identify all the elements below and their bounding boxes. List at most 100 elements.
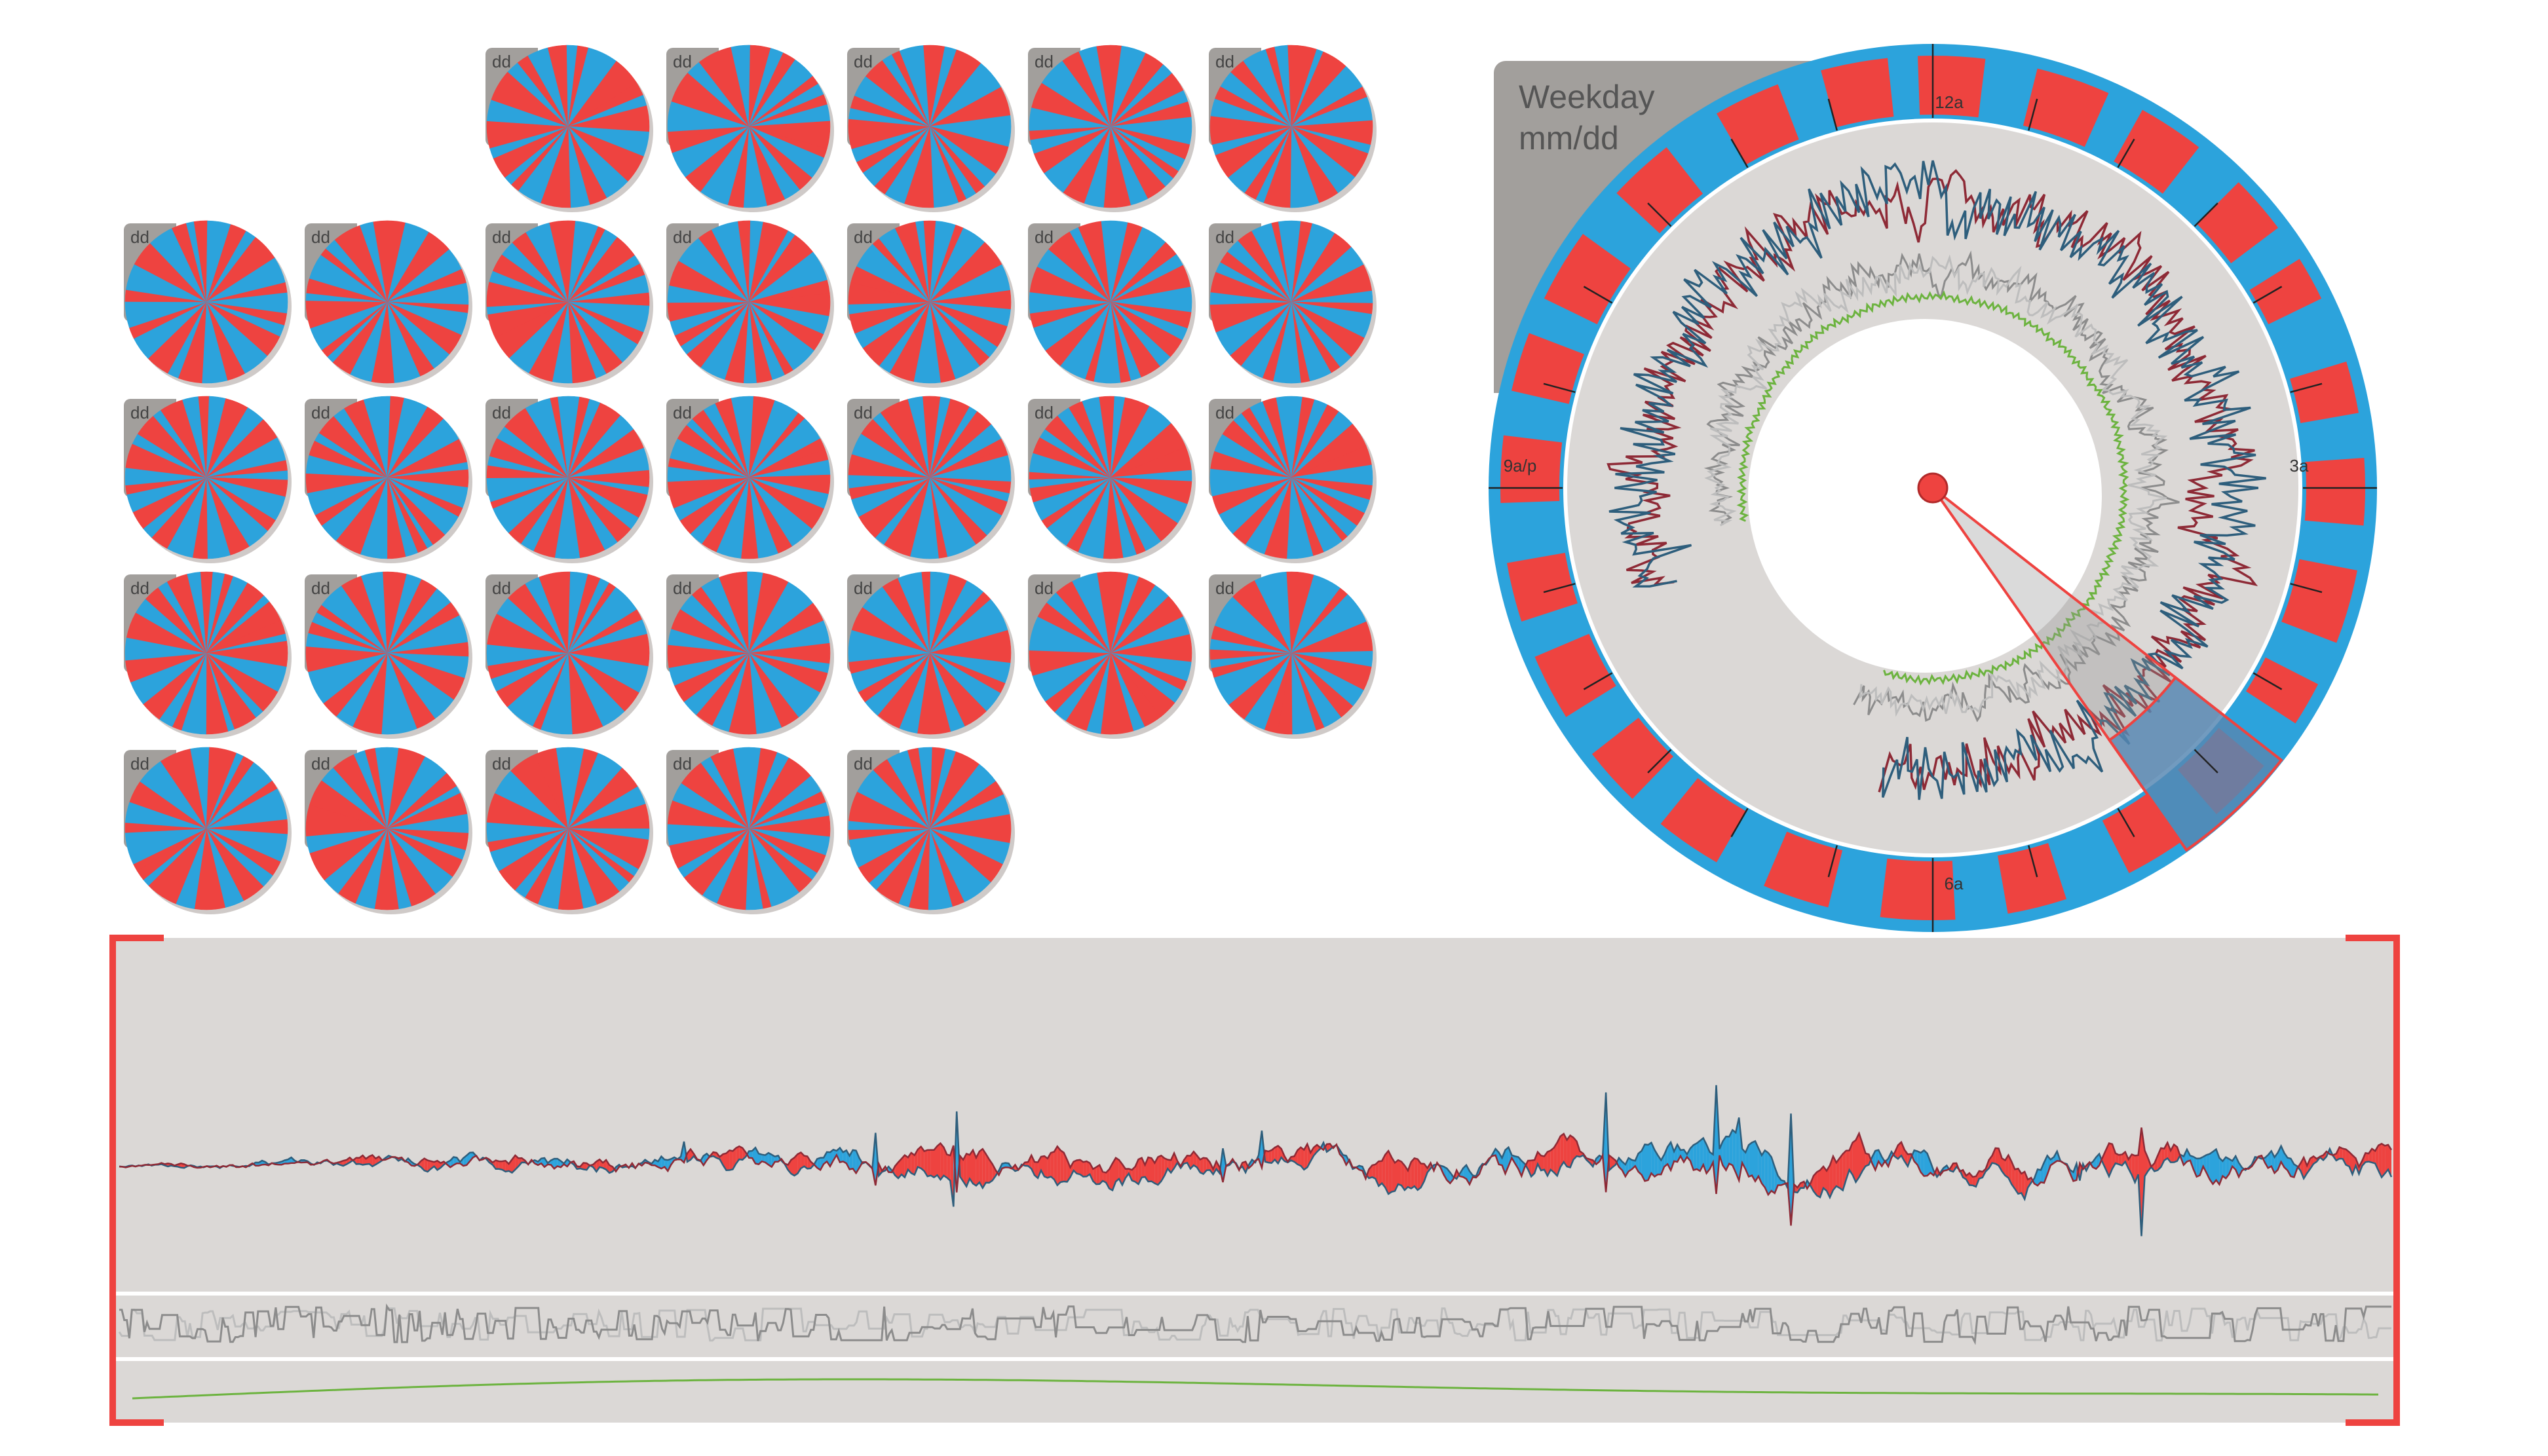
day-pie[interactable]: dd <box>1028 45 1196 212</box>
timeline-area-segment <box>1109 1163 1112 1191</box>
day-pie[interactable]: dd <box>124 571 292 739</box>
clock-blue-trace <box>1608 160 2266 800</box>
day-pie[interactable]: dd <box>847 571 1015 739</box>
timeline-area-segment <box>930 1149 934 1178</box>
timeline-area-segment <box>1654 1149 1658 1177</box>
day-pie[interactable]: dd <box>666 45 834 212</box>
pie-slice <box>132 434 207 478</box>
timeline-area-segment <box>1700 1138 1703 1171</box>
timeline-area-segment <box>1151 1158 1155 1184</box>
clock-time-selector[interactable] <box>1931 487 2283 852</box>
hour-tick <box>2117 138 2135 168</box>
day-pie[interactable]: dd <box>666 571 834 739</box>
day-pie[interactable]: dd <box>1209 396 1377 563</box>
day-pie[interactable]: dd <box>305 396 472 563</box>
ring-segment <box>2290 362 2359 423</box>
day-pie[interactable]: dd <box>1209 220 1377 388</box>
ring-segment <box>2304 458 2366 526</box>
day-pie[interactable]: dd <box>485 396 653 563</box>
day-pie[interactable]: dd <box>666 396 834 563</box>
timeline-area-segment <box>911 1153 915 1175</box>
hour-tick <box>1730 138 1749 168</box>
pie-slice <box>1110 422 1187 478</box>
timeline-area-segment <box>1641 1144 1645 1182</box>
day-label: dd <box>854 403 873 422</box>
day-pie[interactable]: dd <box>666 747 834 914</box>
day-pie[interactable]: dd <box>124 396 292 563</box>
timeline-area-segment <box>424 1158 428 1172</box>
day-label: dd <box>492 227 511 247</box>
timeline-area-segment <box>1388 1151 1392 1194</box>
ring-segment <box>2281 559 2357 643</box>
timeline-area-segment <box>1979 1170 1983 1179</box>
timeline-area-segment <box>2093 1157 2097 1169</box>
timeline-area-segment <box>2125 1151 2129 1169</box>
timeline-area-segment <box>1271 1148 1275 1163</box>
timeline-area-segment <box>943 1147 947 1178</box>
timeline-area-segment <box>1827 1165 1830 1198</box>
timeline-grey-trace <box>119 1303 2391 1345</box>
pie-slice <box>848 629 930 662</box>
day-pie[interactable]: dd <box>1028 396 1196 563</box>
day-pie[interactable]: dd <box>124 747 292 914</box>
pie-slice <box>1110 126 1149 206</box>
day-pie[interactable]: dd <box>1209 571 1377 739</box>
day-pie[interactable]: dd <box>124 220 292 388</box>
day-pie[interactable]: dd <box>485 45 653 212</box>
radial-clock-chart: Weekday mm/dd 12a 3a 6a 9a/p <box>1489 44 2377 932</box>
timeline-area-segment <box>976 1151 979 1186</box>
day-pie[interactable]: dd <box>305 220 472 388</box>
day-pie[interactable]: dd <box>485 571 653 739</box>
clock-green-trace <box>1736 290 2130 686</box>
clock-center-pin[interactable] <box>1917 472 1949 504</box>
timeline-area-segment <box>1920 1150 1924 1176</box>
timeline-range-handle-right[interactable] <box>2346 935 2400 1426</box>
timeline-area-segment <box>1443 1167 1447 1180</box>
timeline-area-segment <box>691 1149 694 1160</box>
timeline-area-segment <box>830 1149 833 1167</box>
timeline-area-segment <box>1755 1141 1759 1182</box>
day-pie[interactable]: dd <box>847 220 1015 388</box>
timeline-background <box>113 938 2398 1423</box>
timeline-area-segment <box>1729 1130 1733 1166</box>
timeline-area-segment <box>1693 1143 1697 1170</box>
day-pie[interactable]: dd <box>1028 220 1196 388</box>
timeline-area-segment <box>1096 1165 1100 1185</box>
timeline-green-line <box>132 1378 2378 1400</box>
timeline-area-segment <box>2040 1162 2044 1183</box>
timeline-area-segment <box>1054 1146 1057 1185</box>
day-pie[interactable]: dd <box>847 747 1015 914</box>
day-pie[interactable]: dd <box>485 220 653 388</box>
timeline-area-segment <box>1865 1153 1869 1167</box>
day-label: dd <box>492 403 511 422</box>
selection-band[interactable] <box>2107 675 2283 852</box>
day-pie[interactable]: dd <box>1028 571 1196 739</box>
timeline-area-segment <box>1553 1142 1557 1176</box>
day-label: dd <box>311 754 330 774</box>
timeline-area-segment <box>495 1160 499 1169</box>
timeline-area-segment <box>2193 1157 2197 1177</box>
timeline-area-segment <box>2171 1144 2175 1163</box>
day-pie[interactable]: dd <box>847 396 1015 563</box>
pie-slice <box>929 828 991 903</box>
timeline-area-segment <box>856 1150 860 1174</box>
day-pie[interactable]: dd <box>485 747 653 914</box>
timeline-area-segment <box>2174 1144 2177 1163</box>
timeline-area-segment <box>2164 1142 2168 1161</box>
hour-tick <box>1543 582 1576 593</box>
day-pie[interactable]: dd <box>666 220 834 388</box>
pie-slice <box>206 292 288 314</box>
pie-slice <box>1220 72 1292 127</box>
day-pie[interactable]: dd <box>847 45 1015 212</box>
day-pie[interactable]: dd <box>305 747 472 914</box>
day-label: dd <box>854 52 873 71</box>
hour-tick <box>2290 383 2323 394</box>
day-pie[interactable]: dd <box>1209 45 1377 212</box>
day-pie[interactable]: dd <box>305 571 472 739</box>
timeline-area-segment <box>1372 1164 1376 1179</box>
timeline-range-handle-left[interactable] <box>109 935 164 1426</box>
pie-slice <box>748 438 826 478</box>
timeline-area-segment <box>1862 1143 1866 1171</box>
timeline-area-segment <box>434 1161 438 1170</box>
timeline-area-segment <box>550 1159 554 1169</box>
